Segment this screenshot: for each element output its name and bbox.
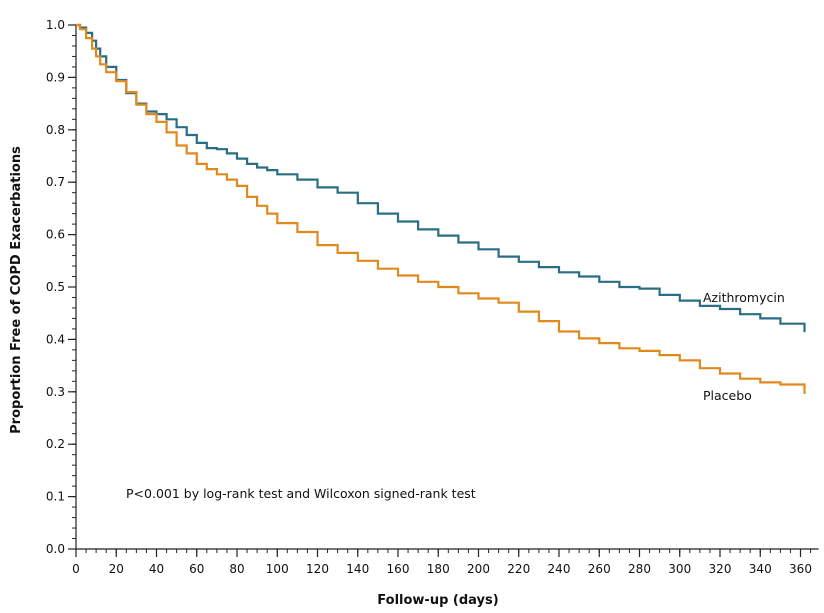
axes: 0 20 40 60 80 100 120 140 160 180 200 220 240 260 280 3… xyxy=(46,18,819,576)
survival-curves xyxy=(76,23,806,394)
x-tick-label: 280 xyxy=(628,562,651,576)
x-tick-label: 180 xyxy=(427,562,450,576)
series-label-azithromycin: Azithromycin xyxy=(703,290,785,305)
x-tick-label: 220 xyxy=(507,562,530,576)
x-tick-label: 340 xyxy=(749,562,772,576)
x-tick-label: 120 xyxy=(306,562,329,576)
y-tick-label: 0.6 xyxy=(46,228,65,242)
y-axis-title: Proportion Free of COPD Exacerbations xyxy=(9,146,24,434)
x-tick-label: 140 xyxy=(346,562,369,576)
x-axis-title: Follow-up (days) xyxy=(377,593,498,608)
y-tick-label: 0.3 xyxy=(46,385,65,399)
x-tick-label: 20 xyxy=(109,562,124,576)
x-tick-label: 100 xyxy=(266,562,289,576)
x-tick-label: 0 xyxy=(72,562,80,576)
y-tick-label: 0.8 xyxy=(46,123,65,137)
x-tick-label: 40 xyxy=(149,562,164,576)
x-tick-label: 300 xyxy=(668,562,691,576)
y-tick-label: 0.1 xyxy=(46,490,65,504)
p-value-annotation: P<0.001 by log-rank test and Wilcoxon si… xyxy=(126,486,476,501)
y-tick-label: 0.0 xyxy=(46,542,65,556)
y-tick-label: 1.0 xyxy=(46,18,65,32)
x-tick-label: 200 xyxy=(467,562,490,576)
x-tick-label: 360 xyxy=(789,562,812,576)
x-tick-label: 160 xyxy=(387,562,410,576)
series-label-placebo: Placebo xyxy=(703,388,752,403)
y-tick-label: 0.5 xyxy=(46,280,65,294)
y-tick-label: 0.7 xyxy=(46,175,65,189)
x-tick-label: 320 xyxy=(709,562,732,576)
x-tick-label: 60 xyxy=(189,562,204,576)
x-tick-label: 80 xyxy=(229,562,244,576)
y-tick-label: 0.4 xyxy=(46,332,65,346)
y-tick-label: 0.2 xyxy=(46,437,65,451)
x-tick-label: 240 xyxy=(548,562,571,576)
curve-placebo xyxy=(76,23,806,394)
y-tick-label: 0.9 xyxy=(46,70,65,84)
x-tick-label: 260 xyxy=(588,562,611,576)
